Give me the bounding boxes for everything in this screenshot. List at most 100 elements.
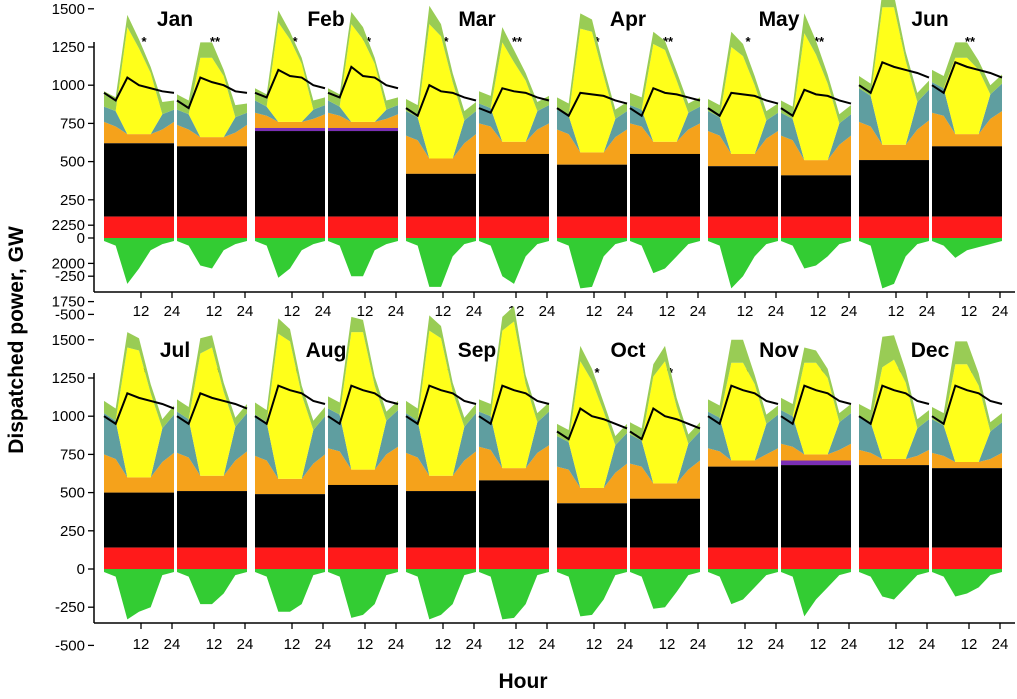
area-lightgreen: [479, 27, 549, 112]
area-orange: [630, 123, 700, 154]
area-green-negative: [479, 238, 549, 284]
area-orange: [328, 112, 398, 128]
area-green-negative: [708, 238, 778, 289]
x-tick-label: 12: [284, 303, 301, 320]
area-teal: [328, 100, 398, 122]
y-tick-label: 1500: [52, 332, 85, 349]
area-green-negative: [557, 238, 627, 289]
load-line: [629, 407, 701, 441]
area-teal: [104, 106, 174, 135]
area-lightgreen: [781, 13, 851, 124]
x-tick-label: 12: [206, 636, 223, 653]
area-lightgreen: [328, 316, 398, 421]
x-tick-label: 12: [737, 303, 754, 320]
area-yellow: [557, 361, 627, 489]
area-black: [479, 153, 549, 217]
x-tick-label: 24: [768, 303, 785, 320]
area-orange: [932, 452, 1002, 469]
area-red: [479, 216, 549, 238]
area-red: [479, 547, 549, 569]
x-tick-label: 24: [617, 636, 634, 653]
area-orange: [859, 120, 929, 161]
x-tick-label: 12: [435, 636, 452, 653]
area-lightgreen: [328, 11, 398, 110]
area-black: [859, 160, 929, 217]
x-tick-label: 12: [961, 303, 978, 320]
area-lightgreen: [177, 335, 247, 427]
load-line: [931, 60, 1003, 95]
x-tick-label: 24: [164, 303, 181, 320]
area-orange: [630, 460, 700, 499]
load-line: [176, 391, 248, 426]
area-yellow: [104, 347, 174, 478]
y-tick-label: 750: [60, 115, 85, 132]
area-red: [177, 547, 247, 569]
area-red: [255, 216, 325, 238]
x-tick-label: 12: [133, 303, 150, 320]
area-black: [557, 503, 627, 548]
area-green-negative: [859, 238, 929, 289]
x-tick-label: 12: [737, 636, 754, 653]
area-black: [177, 146, 247, 217]
area-yellow: [177, 57, 247, 138]
x-tick-label: 24: [164, 636, 181, 653]
area-red: [859, 547, 929, 569]
y-tick-label: 500: [60, 154, 85, 171]
x-tick-label: 12: [888, 303, 905, 320]
load-line: [556, 91, 628, 118]
area-red: [932, 547, 1002, 569]
area-red: [104, 216, 174, 238]
month-title-jan: Jan: [157, 8, 193, 31]
month-title-apr: Apr: [610, 8, 646, 31]
area-red: [781, 216, 851, 238]
area-orange: [557, 463, 627, 504]
area-lightgreen: [859, 335, 929, 429]
area-green-negative: [328, 569, 398, 618]
x-tick-label: 24: [992, 303, 1009, 320]
area-green-negative: [177, 569, 247, 605]
month-title-may: May: [759, 8, 800, 31]
day-marker: *: [292, 34, 298, 49]
area-red: [104, 547, 174, 569]
area-red: [859, 216, 929, 238]
load-line: [103, 76, 175, 102]
area-yellow: [859, 7, 929, 145]
area-teal: [630, 431, 700, 484]
area-purple: [328, 127, 398, 132]
area-orange: [932, 111, 1002, 147]
area-teal: [859, 416, 929, 459]
area-orange: [255, 112, 325, 128]
area-lightgreen: [177, 42, 247, 118]
area-yellow: [781, 362, 851, 455]
area-red: [630, 547, 700, 569]
area-yellow: [328, 332, 398, 470]
load-line: [405, 83, 477, 118]
area-yellow: [781, 33, 851, 161]
month-title-aug: Aug: [306, 339, 347, 362]
area-red: [932, 216, 1002, 238]
area-lightgreen: [630, 31, 700, 113]
month-title-jul: Jul: [160, 339, 190, 362]
load-line: [780, 88, 852, 118]
load-line: [858, 384, 930, 426]
area-red: [708, 547, 778, 569]
load-line: [254, 68, 326, 99]
area-lightgreen: [406, 5, 476, 121]
area-black: [177, 491, 247, 548]
area-orange: [177, 451, 247, 492]
area-red: [557, 216, 627, 238]
x-tick-label: 12: [357, 636, 374, 653]
area-green-negative: [630, 238, 700, 274]
area-black: [630, 498, 700, 548]
day-marker: **: [210, 34, 221, 49]
area-yellow: [177, 347, 247, 476]
area-red: [328, 547, 398, 569]
load-line: [478, 384, 550, 426]
area-yellow: [255, 22, 325, 122]
x-tick-label: 12: [888, 636, 905, 653]
area-teal: [479, 103, 549, 142]
area-red: [177, 216, 247, 238]
area-orange: [104, 452, 174, 493]
area-lightgreen: [557, 13, 627, 119]
area-black: [255, 131, 325, 217]
